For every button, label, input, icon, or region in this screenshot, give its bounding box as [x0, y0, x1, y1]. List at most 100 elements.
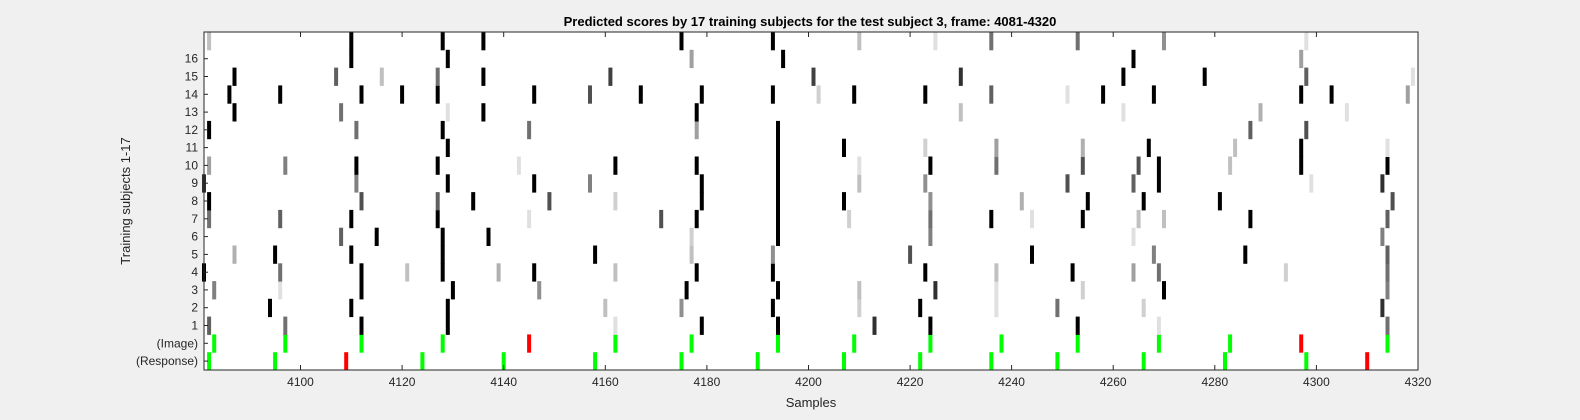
- y-tick-label: 1: [191, 319, 198, 333]
- mark-row5-13: [1131, 263, 1136, 282]
- mark-row0-2: [344, 352, 349, 371]
- mark-row1-5: [613, 334, 618, 353]
- mark-row17-5: [1299, 49, 1304, 69]
- mark-row15-14: [1065, 85, 1070, 104]
- mark-row4-10: [1080, 281, 1085, 300]
- mark-row12-0: [445, 138, 450, 157]
- mark-row4-12: [1385, 281, 1390, 300]
- mark-row6-10: [1243, 245, 1248, 264]
- mark-row3-1: [349, 298, 354, 318]
- heatmap-marks: [202, 32, 1415, 371]
- mark-row18-8: [989, 32, 994, 51]
- mark-row5-16: [1385, 263, 1390, 282]
- mark-row3-0: [268, 298, 272, 318]
- mark-row6-0: [232, 245, 237, 264]
- mark-row12-4: [994, 138, 999, 157]
- mark-row15-15: [1101, 85, 1106, 104]
- mark-row5-3: [405, 263, 410, 282]
- mark-row7-7: [1131, 227, 1136, 246]
- y-tick-label: 14: [185, 87, 199, 101]
- x-tick-label: 4140: [490, 375, 517, 389]
- mark-row5-11: [994, 263, 999, 282]
- mark-row6-2: [349, 245, 354, 264]
- mark-row17-0: [349, 49, 354, 69]
- mark-row10-13: [1380, 174, 1385, 193]
- mark-row2-1: [283, 316, 288, 335]
- mark-row5-2: [359, 263, 364, 282]
- mark-row11-4: [516, 156, 521, 175]
- mark-row1-11: [1075, 334, 1080, 353]
- mark-row12-1: [776, 138, 780, 157]
- mark-row6-6: [770, 245, 775, 264]
- mark-row14-6: [1121, 103, 1126, 122]
- mark-row2-10: [1156, 316, 1161, 335]
- mark-row17-4: [1131, 49, 1136, 69]
- mark-row1-14: [1299, 334, 1304, 353]
- mark-row7-4: [689, 227, 694, 246]
- mark-row18-3: [481, 32, 486, 51]
- mark-row8-9: [928, 209, 933, 229]
- mark-row2-11: [1385, 316, 1390, 335]
- mark-row11-6: [694, 156, 699, 175]
- y-tick-label: 5: [191, 247, 198, 261]
- mark-row18-1: [349, 32, 354, 51]
- mark-row3-7: [918, 298, 923, 318]
- mark-row15-6: [588, 85, 592, 104]
- mark-row2-2: [359, 316, 364, 335]
- mark-row5-6: [532, 263, 537, 282]
- mark-row5-5: [496, 263, 501, 282]
- mark-row18-0: [207, 32, 212, 51]
- mark-row13-3: [527, 120, 532, 140]
- mark-row16-6: [811, 67, 816, 86]
- mark-row8-14: [1162, 209, 1166, 229]
- mark-row13-2: [440, 120, 445, 140]
- mark-row15-10: [816, 85, 821, 104]
- y-tick-label: 8: [191, 194, 198, 208]
- mark-row8-2: [349, 209, 354, 229]
- mark-row15-19: [1405, 85, 1410, 104]
- mark-row8-1: [278, 209, 283, 229]
- y-tick-label: 9: [191, 176, 198, 190]
- mark-row15-12: [923, 85, 928, 104]
- mark-row3-10: [1141, 298, 1146, 318]
- mark-row15-18: [1329, 85, 1334, 104]
- mark-row17-1: [445, 49, 450, 69]
- mark-row18-11: [1304, 32, 1309, 51]
- y-axis-label: Training subjects 1-17: [118, 137, 133, 264]
- mark-row18-4: [679, 32, 684, 51]
- mark-row3-2: [445, 298, 450, 318]
- mark-row1-9: [928, 334, 933, 353]
- mark-row17-2: [689, 49, 694, 69]
- mark-row15-13: [989, 85, 994, 104]
- mark-row4-9: [994, 281, 999, 300]
- y-tick-label: (Response): [136, 354, 198, 368]
- mark-row11-10: [994, 156, 999, 175]
- mark-row4-1: [278, 281, 283, 300]
- mark-row8-11: [1030, 209, 1034, 229]
- y-tick-label: 3: [191, 283, 198, 297]
- mark-row11-16: [1385, 156, 1390, 175]
- x-tick-label: 4120: [389, 375, 416, 389]
- mark-row18-2: [440, 32, 445, 51]
- mark-row0-13: [1223, 352, 1227, 371]
- mark-row9-6: [699, 192, 704, 211]
- mark-row14-3: [481, 103, 486, 122]
- mark-row11-2: [354, 156, 359, 175]
- mark-row6-4: [593, 245, 598, 264]
- mark-row14-5: [958, 103, 963, 122]
- mark-row12-7: [1233, 138, 1238, 157]
- mark-row15-16: [1151, 85, 1156, 104]
- mark-row1-10: [999, 334, 1004, 353]
- mark-row9-0: [207, 192, 212, 211]
- mark-row5-4: [440, 263, 445, 282]
- mark-row10-9: [1065, 174, 1070, 193]
- y-tick-label: 11: [186, 141, 199, 155]
- mark-row0-11: [1055, 352, 1060, 371]
- y-tick-label: 16: [185, 52, 199, 66]
- mark-row11-5: [613, 156, 618, 175]
- x-tick-label: 4180: [694, 375, 721, 389]
- mark-row12-5: [1080, 138, 1085, 157]
- mark-row9-11: [1085, 192, 1090, 211]
- mark-row1-8: [852, 334, 857, 353]
